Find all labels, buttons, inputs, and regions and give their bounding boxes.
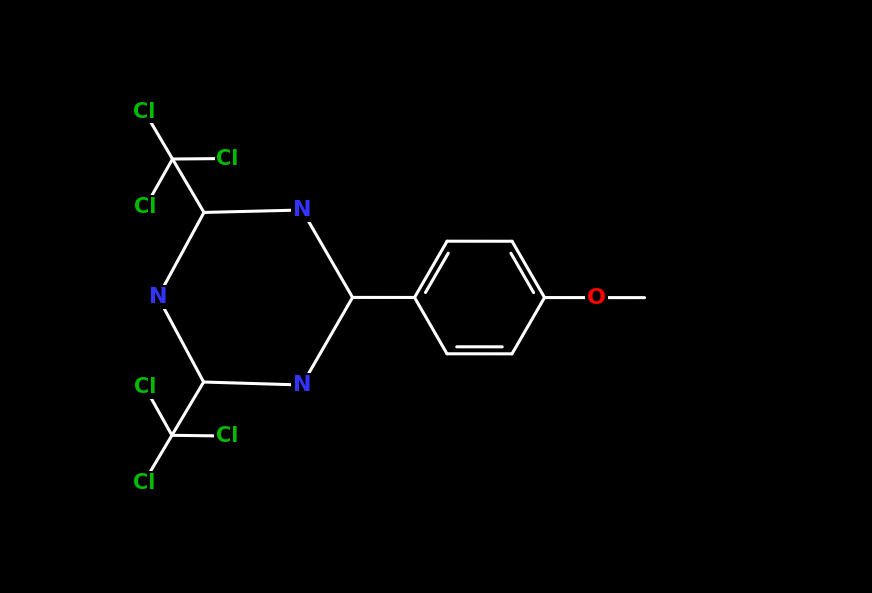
Text: Cl: Cl [134,197,157,217]
Text: O: O [587,288,606,308]
Text: N: N [293,375,311,395]
Text: Cl: Cl [133,473,155,493]
Text: Cl: Cl [134,377,156,397]
Text: Cl: Cl [215,426,238,446]
Text: Cl: Cl [133,101,156,122]
Text: N: N [149,287,167,307]
Text: N: N [293,200,311,220]
Text: Cl: Cl [216,148,239,168]
